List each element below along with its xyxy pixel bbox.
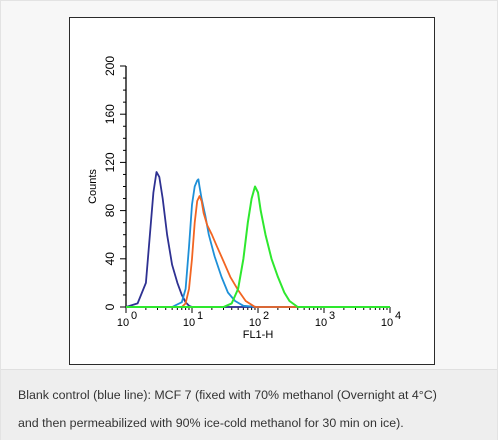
- x-tick-exponent: 0: [131, 310, 137, 322]
- y-tick-label: 160: [103, 104, 117, 124]
- series-line-3: [126, 195, 390, 308]
- x-tick-exponent: 1: [197, 310, 203, 322]
- y-tick-label: 40: [103, 252, 117, 266]
- x-tick-label: 10: [117, 317, 129, 329]
- y-tick-label: 0: [103, 303, 117, 310]
- plot-frame: 0 40 80 120 160 200 Counts 10 0 10 1 10 2 10 3 10 4 FL1-H: [69, 17, 435, 365]
- y-axis-label: Counts: [87, 169, 99, 204]
- x-tick-label: 10: [315, 317, 327, 329]
- x-tick-exponent: 4: [395, 310, 401, 322]
- x-tick-exponent: 2: [263, 310, 269, 322]
- figure-caption: Blank control (blue line): MCF 7 (fixed …: [1, 369, 497, 440]
- series-line-1: [125, 171, 390, 308]
- x-tick-exponent: 3: [329, 310, 335, 322]
- y-tick-label: 120: [103, 152, 117, 172]
- caption-line-2: and then permeabilized with 90% ice-cold…: [18, 416, 404, 430]
- caption-line-1: Blank control (blue line): MCF 7 (fixed …: [18, 388, 437, 402]
- x-axis-label: FL1-H: [243, 329, 274, 341]
- y-tick-label: 80: [103, 204, 117, 218]
- x-tick-label: 10: [381, 317, 393, 329]
- x-tick-label: 10: [249, 317, 261, 329]
- x-tick-label: 10: [183, 317, 195, 329]
- y-tick-label: 200: [103, 56, 117, 76]
- series-line-4: [126, 185, 390, 308]
